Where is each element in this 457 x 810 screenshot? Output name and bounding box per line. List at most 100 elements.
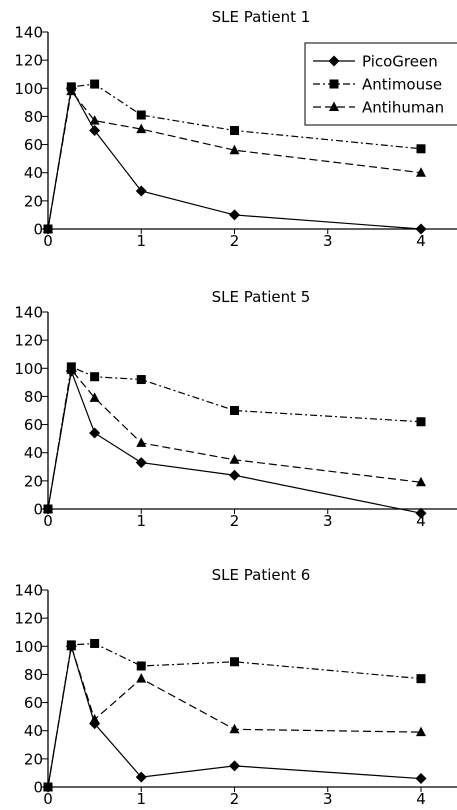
y-tick-label: 0: [33, 501, 43, 519]
data-point-diamond: [229, 469, 240, 481]
y-tick-label: 20: [24, 192, 43, 210]
y-tick-label: 60: [24, 694, 43, 712]
data-point-triangle: [329, 101, 339, 111]
data-point-square: [230, 126, 239, 135]
series-line-picogreen: [47, 368, 422, 514]
legend-label: PicoGreen: [362, 53, 438, 71]
data-point-square: [230, 657, 239, 667]
y-tick-label: 120: [14, 52, 43, 70]
y-tick-label: 120: [14, 610, 43, 628]
x-tick-label: 4: [416, 512, 426, 530]
legend: PicoGreen Antimouse Antihuman: [304, 42, 457, 126]
data-point-triangle: [89, 713, 100, 724]
y-tick-label: 40: [24, 722, 43, 740]
data-point-triangle: [416, 726, 426, 737]
data-point-square: [230, 406, 239, 415]
data-point-diamond: [415, 773, 427, 785]
y-tick-label: 60: [24, 416, 43, 434]
data-point-triangle: [66, 364, 77, 374]
chart-panel-patient-1: SLE Patient 1 0 20 40 60 80 100 120 140 0 1 2 3 4 Pic…: [14, 8, 457, 250]
data-point-square: [90, 372, 100, 382]
y-tick-label: 20: [24, 750, 43, 768]
data-point-diamond: [135, 185, 147, 197]
chart-panel-patient-6: SLE Patient 6 0 20 40 60 80 100 120 140 0 1 2 3 4: [14, 566, 457, 808]
x-tick-label: 1: [136, 512, 146, 530]
chart-title: SLE Patient 6: [212, 566, 311, 584]
y-tick-label: 40: [24, 164, 43, 182]
data-point-square: [416, 417, 426, 427]
y-tick-label: 60: [24, 136, 43, 154]
x-tick-label: 2: [230, 790, 240, 808]
y-tick-label: 0: [33, 779, 43, 797]
x-tick-label: 1: [136, 790, 146, 808]
data-point-diamond: [89, 125, 101, 136]
data-point-triangle: [229, 454, 240, 464]
data-point-triangle: [229, 144, 240, 155]
series-line-antimouse: [47, 366, 422, 510]
data-point-triangle: [66, 85, 77, 96]
data-point-square: [136, 661, 146, 671]
chart-panel-patient-5: SLE Patient 5 0 20 40 60 80 100 120 140 0 1 2 3 4: [14, 288, 457, 530]
y-tick-label: 80: [24, 108, 43, 126]
x-tick-label: 1: [136, 232, 146, 250]
data-point-triangle: [66, 640, 77, 651]
x-tick-label: 3: [323, 512, 333, 530]
data-point-square: [90, 638, 100, 648]
series-line-antihuman: [47, 89, 422, 230]
y-tick-label: 140: [14, 582, 43, 600]
y-tick-label: 0: [33, 221, 43, 239]
x-tick-label: 3: [323, 790, 333, 808]
data-point-triangle: [43, 781, 53, 791]
x-tick-label: 4: [416, 790, 426, 808]
data-point-square: [416, 144, 426, 154]
x-tick-label: 4: [416, 232, 426, 250]
data-point-diamond: [135, 771, 147, 783]
data-point-diamond: [229, 760, 240, 772]
x-tick-label: 2: [230, 232, 240, 250]
y-tick-label: 100: [14, 638, 43, 656]
data-point-square: [136, 110, 146, 120]
data-point-square: [329, 79, 339, 89]
y-tick-label: 100: [14, 80, 43, 98]
y-tick-label: 140: [14, 24, 43, 42]
data-point-diamond: [135, 457, 147, 469]
legend-label: Antihuman: [362, 99, 444, 117]
data-point-diamond: [229, 209, 240, 221]
data-point-diamond: [328, 55, 340, 67]
data-point-triangle: [43, 503, 53, 513]
series-line-picogreen: [47, 646, 422, 788]
data-point-diamond: [415, 223, 427, 235]
x-tick-label: 3: [323, 232, 333, 250]
y-tick-label: 120: [14, 332, 43, 350]
data-point-square: [416, 674, 426, 684]
data-point-triangle: [136, 437, 147, 447]
data-point-square: [136, 375, 146, 385]
x-tick-label: 2: [230, 512, 240, 530]
data-point-triangle: [229, 723, 240, 734]
data-point-diamond: [415, 507, 427, 519]
data-point-triangle: [136, 673, 147, 683]
y-tick-label: 140: [14, 304, 43, 322]
legend-label: Antimouse: [362, 76, 442, 94]
data-point-triangle: [416, 167, 426, 177]
y-tick-label: 20: [24, 472, 43, 490]
data-point-triangle: [89, 115, 100, 125]
data-point-triangle: [43, 223, 53, 233]
series-line-picogreen: [47, 86, 422, 230]
x-tick-label: 0: [43, 512, 53, 530]
x-tick-label: 0: [43, 790, 53, 808]
chart-title: SLE Patient 1: [212, 8, 311, 26]
data-point-square: [90, 79, 100, 89]
y-tick-label: 80: [24, 388, 43, 406]
data-point-triangle: [136, 123, 147, 134]
y-tick-label: 40: [24, 444, 43, 462]
data-point-triangle: [416, 476, 426, 487]
x-tick-label: 0: [43, 232, 53, 250]
y-tick-label: 80: [24, 666, 43, 684]
series-line-antihuman: [47, 368, 422, 510]
chart-title: SLE Patient 5: [212, 288, 311, 306]
data-point-triangle: [89, 392, 100, 402]
data-point-diamond: [89, 427, 101, 439]
y-tick-label: 100: [14, 360, 43, 378]
